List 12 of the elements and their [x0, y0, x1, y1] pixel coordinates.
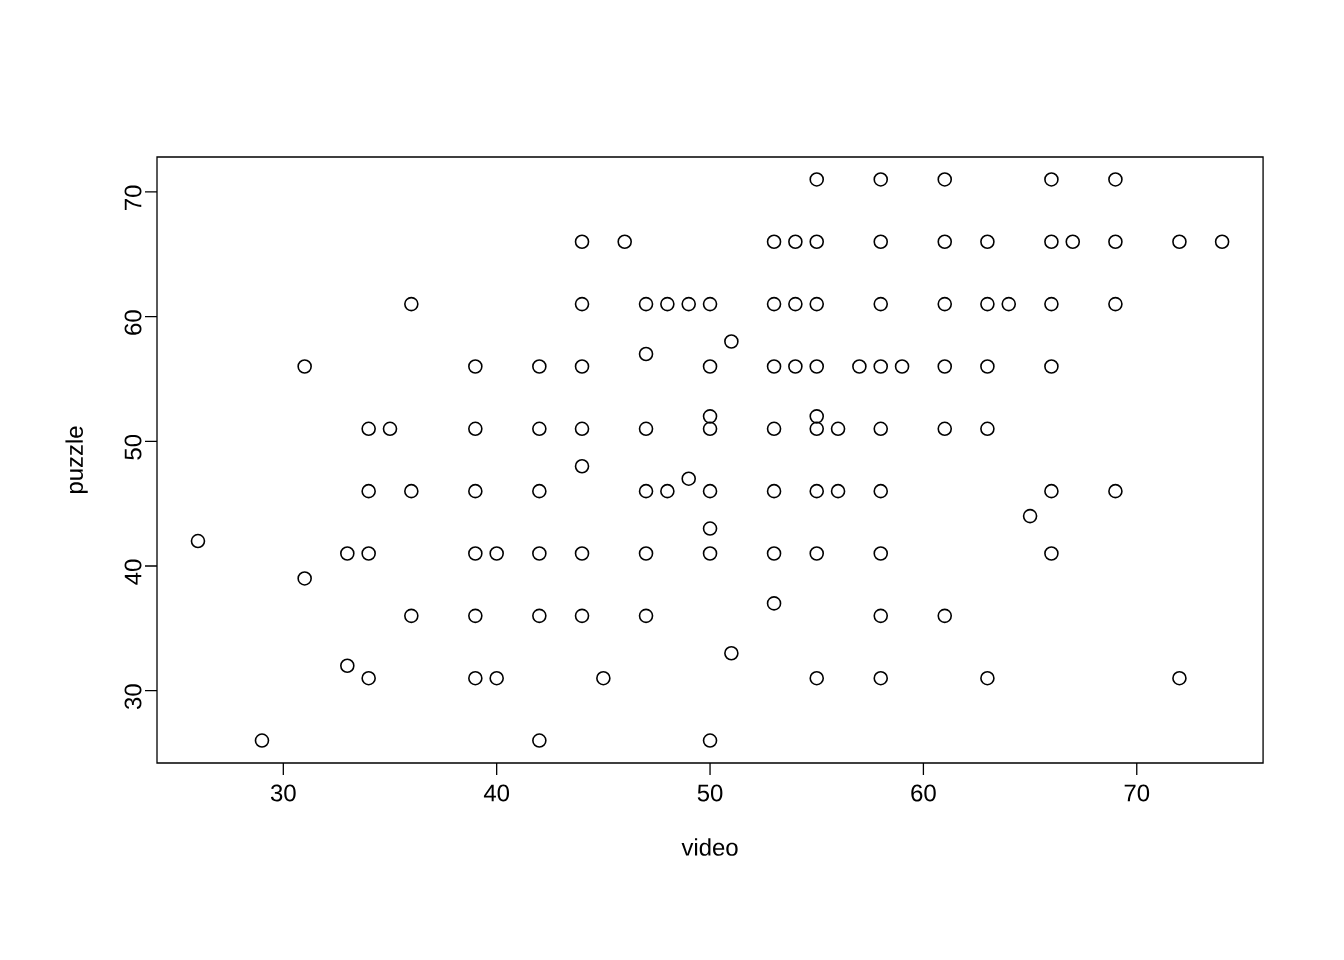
x-axis-title: video	[681, 838, 738, 856]
x-tick-label: 30	[270, 784, 296, 802]
y-tick-label: 70	[124, 185, 142, 210]
x-tick-label: 50	[697, 784, 723, 802]
y-tick-label: 60	[124, 310, 142, 335]
y-tick-label: 50	[124, 434, 142, 460]
y-axis-title: puzzle	[65, 426, 88, 493]
x-tick-label: 40	[483, 784, 510, 802]
y-tick-label: 40	[124, 559, 142, 585]
x-tick-label: 60	[911, 784, 936, 802]
x-tick-label: 70	[1124, 784, 1150, 802]
y-tick-label: 30	[124, 684, 142, 710]
